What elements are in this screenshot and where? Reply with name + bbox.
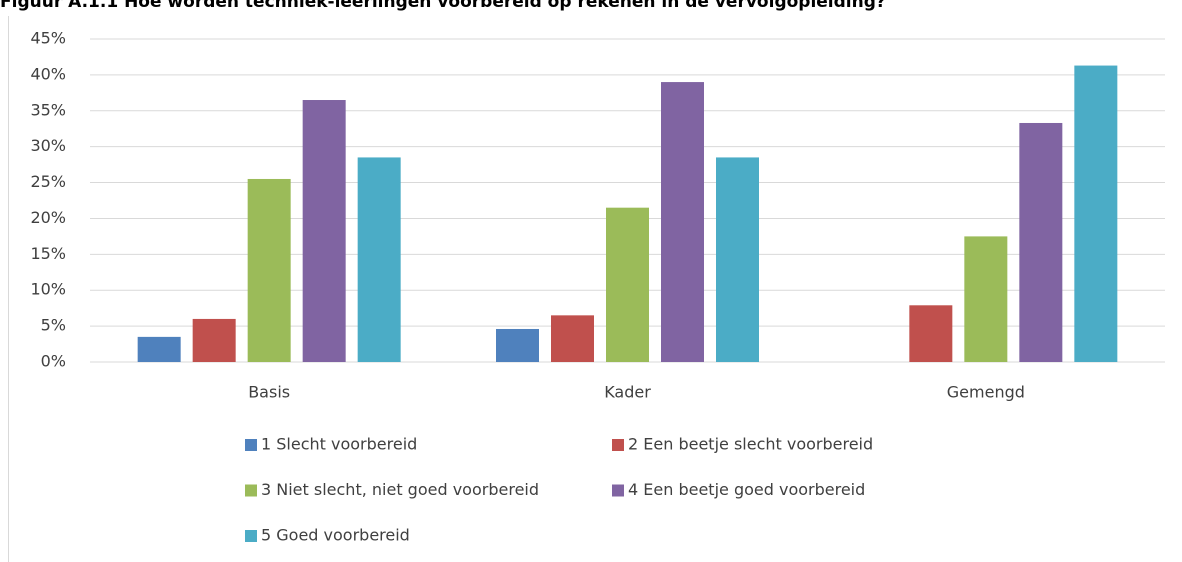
legend-swatch — [245, 530, 257, 542]
legend-swatch — [612, 484, 624, 497]
bar — [716, 157, 759, 362]
legend-swatch — [245, 484, 257, 497]
bar — [1019, 122, 1063, 362]
y-tick-label: 0% — [41, 352, 66, 371]
legend-label: 1 Slecht voorbereid — [261, 435, 417, 454]
bar — [357, 157, 401, 362]
x-tick-label: Kader — [604, 383, 651, 402]
x-tick-label: Gemengd — [947, 383, 1025, 402]
y-tick-label: 25% — [30, 172, 66, 191]
legend-swatch — [245, 439, 257, 451]
bar — [909, 305, 953, 362]
bar — [551, 315, 594, 362]
legend-label: 4 Een beetje goed voorbereid — [628, 480, 865, 499]
y-tick-label: 5% — [41, 316, 66, 335]
y-tick-label: 45% — [30, 29, 66, 48]
y-tick-label: 30% — [30, 136, 66, 155]
bar — [496, 328, 539, 362]
legend-label: 5 Goed voorbereid — [261, 526, 410, 545]
chart-title: Figuur A.1.1 Hoe worden techniek-leerlin… — [0, 0, 886, 12]
bar — [302, 100, 346, 362]
legend-label: 3 Niet slecht, niet goed voorbereid — [261, 480, 539, 499]
y-tick-label: 15% — [30, 244, 66, 263]
x-tick-label: Basis — [248, 383, 290, 402]
y-tick-label: 35% — [30, 100, 66, 119]
bar — [661, 82, 704, 363]
bar — [1074, 65, 1118, 363]
y-tick-label: 10% — [30, 280, 66, 299]
legend-swatch — [612, 439, 624, 451]
bar — [247, 178, 291, 362]
legend-label: 2 Een beetje slecht voorbereid — [628, 435, 873, 454]
bar — [137, 336, 181, 362]
y-tick-label: 40% — [30, 64, 66, 83]
y-tick-label: 20% — [30, 208, 66, 227]
bar — [606, 207, 649, 362]
bar — [964, 236, 1008, 362]
bar — [192, 318, 236, 362]
